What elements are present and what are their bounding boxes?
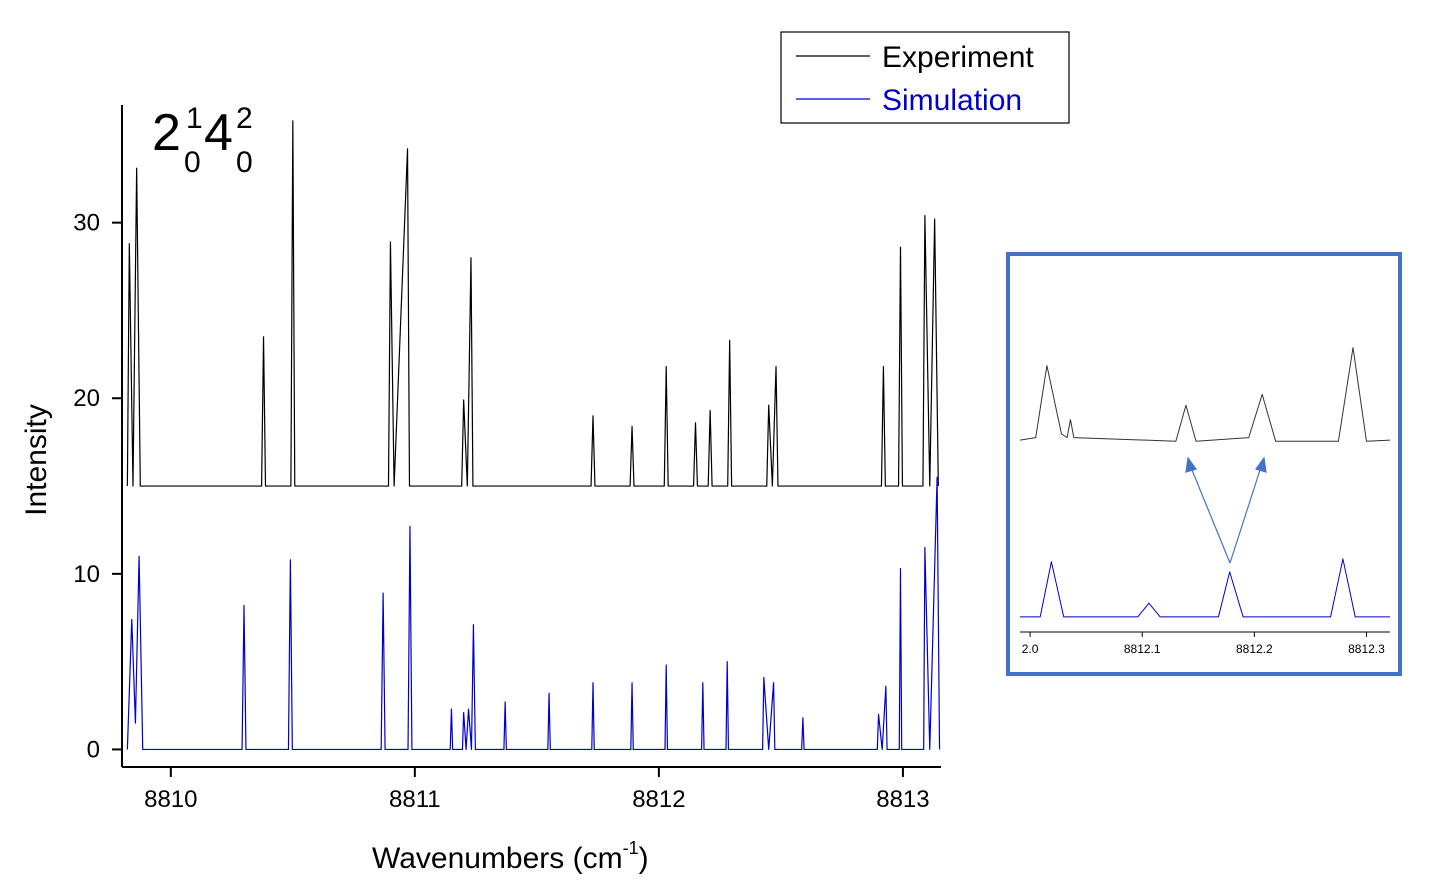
label-part: 0: [236, 146, 253, 179]
x-tick-label: 8813: [876, 786, 929, 813]
legend-box: [780, 31, 1070, 124]
arrow-head: [1255, 456, 1267, 473]
legend-label: Experiment: [882, 41, 1034, 74]
label-part: 2: [152, 104, 181, 162]
y-tick-label: 20: [73, 385, 100, 412]
inset-box: [1006, 252, 1402, 676]
label-part: 4: [204, 104, 233, 162]
x-tick-label: 8812.2: [1236, 642, 1273, 656]
spectrum-line: [1019, 347, 1391, 442]
label-part: 0: [184, 146, 201, 179]
legend-label: Simulation: [882, 84, 1022, 117]
label-part: ): [639, 842, 649, 875]
label-part: 1: [186, 102, 203, 135]
y-tick-label: 30: [73, 210, 100, 237]
label-part: -1: [623, 838, 639, 858]
inset-arrows: [1185, 456, 1267, 564]
label-part: 2: [236, 102, 253, 135]
x-tick-label: 8812.1: [1124, 642, 1161, 656]
x-tick-label: 8812: [632, 786, 685, 813]
spectrum-line: [126, 120, 939, 487]
y-tick-label: 0: [87, 736, 100, 763]
label-part: Wavenumbers (cm: [372, 842, 623, 875]
x-tick-label: 8811: [389, 786, 441, 813]
spectrum-line: [126, 476, 941, 751]
arrow-head: [1185, 456, 1197, 473]
annotation: 2 0 1 4 0 2: [152, 102, 253, 179]
y-axis-label: Intensity: [20, 404, 53, 516]
arrow: [1229, 469, 1261, 564]
y-tick-label: 10: [73, 561, 100, 588]
x-tick-label: 2.0: [1022, 642, 1039, 656]
spectrum-line: [1020, 558, 1390, 618]
x-tick-label: 8812.3: [1348, 642, 1385, 656]
x-tick-label: 8810: [144, 786, 197, 813]
arrow: [1191, 469, 1231, 564]
x-axis-label: Wavenumbers (cm-1): [372, 838, 649, 875]
